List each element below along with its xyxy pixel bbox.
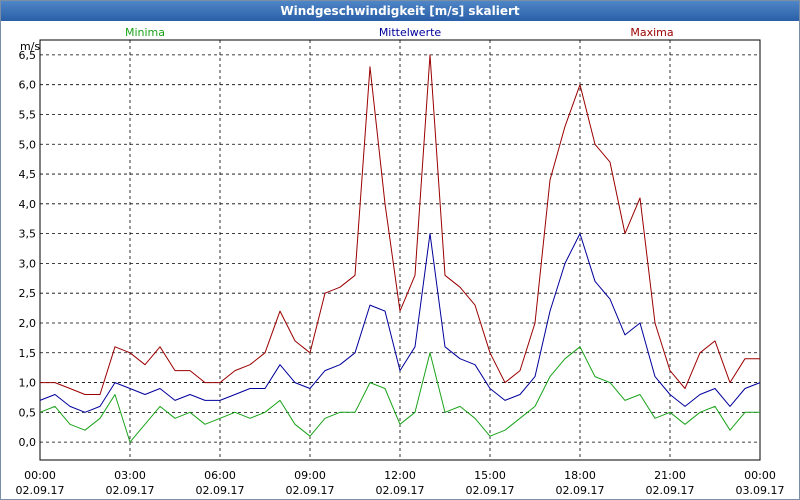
x-tick-time: 09:00 (294, 469, 326, 482)
x-tick-date: 02.09.17 (556, 484, 605, 497)
series-layer (39, 54, 761, 443)
legend-maxima: Maxima (630, 26, 673, 39)
x-tick-time: 06:00 (204, 469, 236, 482)
legend-minima: Minima (125, 26, 165, 39)
series-line-maxima (40, 54, 760, 395)
x-tick-time: 00:00 (744, 469, 776, 482)
x-tick-date: 02.09.17 (106, 484, 155, 497)
y-tick-label: 3,5 (19, 228, 37, 241)
tick-labels: 0,0 0,5 1,0 1,5 2,0 2,5 3,0 3,5 4,0 4,5 5,0 5,5 6,0 6… (16, 49, 785, 497)
x-tick-time: 03:00 (114, 469, 146, 482)
y-axis-unit-label: m/s (20, 40, 40, 53)
y-tick-label: 2,5 (19, 287, 37, 300)
y-tick-label: 5,0 (19, 138, 37, 151)
y-tick-label: 0,5 (19, 406, 37, 419)
x-tick-date: 02.09.17 (286, 484, 335, 497)
x-tick-time: 21:00 (654, 469, 686, 482)
y-tick-label: 0,0 (19, 436, 37, 449)
x-tick-time: 15:00 (474, 469, 506, 482)
x-tick-date: 02.09.17 (16, 484, 65, 497)
y-tick-label: 2,0 (19, 317, 37, 330)
y-tick-label: 1,0 (19, 377, 37, 390)
y-tick-label: 6,0 (19, 79, 37, 92)
series-line-minima (39, 346, 760, 443)
x-tick-date: 02.09.17 (376, 484, 425, 497)
y-tick-label: 5,5 (19, 108, 37, 121)
x-tick-time: 12:00 (384, 469, 416, 482)
x-tick-date: 03.09.17 (736, 484, 785, 497)
x-tick-date: 02.09.17 (466, 484, 515, 497)
series-line-mittelwerte (39, 233, 761, 413)
x-tick-date: 02.09.17 (646, 484, 695, 497)
y-tick-label: 4,5 (19, 168, 37, 181)
window-title: Windgeschwindigkeit [m/s] skaliert (1, 1, 799, 21)
legend-mittelwerte: Mittelwerte (379, 26, 442, 39)
y-tick-label: 6,5 (19, 49, 37, 62)
y-tick-label: 1,5 (19, 347, 37, 360)
x-tick-time: 18:00 (564, 469, 596, 482)
grid (40, 40, 760, 460)
y-tick-label: 3,0 (19, 257, 37, 270)
x-tick-time: 00:00 (24, 469, 56, 482)
y-tick-label: 4,0 (19, 198, 37, 211)
x-tick-date: 02.09.17 (196, 484, 245, 497)
